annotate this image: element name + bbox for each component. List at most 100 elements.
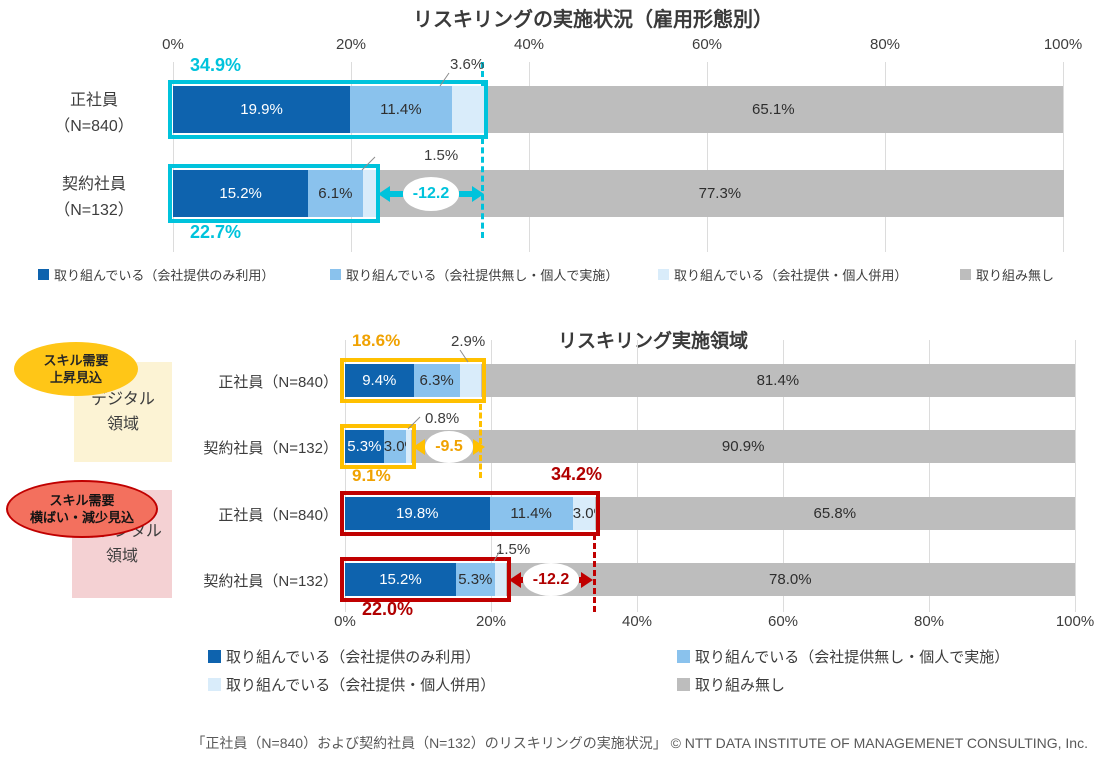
legend-label: 取り組んでいる（会社提供のみ利用） xyxy=(54,268,275,283)
legend-label: 取り組んでいる（会社提供無し・個人で実施） xyxy=(346,268,619,283)
badge-rising-line2: 上昇見込 xyxy=(49,370,102,385)
legend-label: 取り組んでいる（会社提供・個人併用） xyxy=(674,268,908,283)
arrow-shaft xyxy=(521,576,523,583)
legend-item: 取り組んでいる（会社提供無し・個人で実施） xyxy=(330,265,618,284)
bar-segment: 11.4% xyxy=(489,497,573,530)
arrow-right-icon xyxy=(472,186,484,202)
arrow-left-icon xyxy=(413,439,425,455)
segment-label: 65.8% xyxy=(813,505,857,522)
bar-segment: 81.4% xyxy=(480,364,1075,397)
top-row-label-1-line2: （N=840） xyxy=(54,118,134,135)
gridline xyxy=(783,340,784,612)
axis-tick-label: 40% xyxy=(621,613,653,630)
top-total-keiyakuShain: 22.7% xyxy=(190,222,242,242)
gridline xyxy=(491,340,492,612)
bar-segment: 3.0% xyxy=(383,430,418,463)
arrow-right-icon xyxy=(581,571,593,588)
gridline xyxy=(173,62,174,252)
bottom-difference-digital-value: -9.5 xyxy=(425,431,473,463)
bar-segment: 19.8% xyxy=(345,497,490,530)
segment-label: 19.9% xyxy=(240,101,283,118)
source-attribution: 「正社員（N=840）および契約社員（N=132）のリスキリングの実施状況」 ©… xyxy=(191,735,1088,751)
top-chart-title: リスキリングの実施状況（雇用形態別） xyxy=(413,9,773,31)
bottom-total-nondigital-keiyakuShain: 22.0% xyxy=(362,599,414,619)
legend-item: 取り組んでいる（会社提供無し・個人で実施） xyxy=(677,646,1009,667)
bar-segment: 6.3% xyxy=(413,364,460,397)
top-chart-plot: 19.9% 11.4% 65.1% 15.2% 6.1% 77.3% xyxy=(173,62,1064,252)
bottom-callout-digital-seiShain: 2.9% xyxy=(451,333,486,350)
bar-segment: 77.3% xyxy=(375,170,1064,217)
arrow-right-icon xyxy=(473,439,485,455)
arrow-left-icon xyxy=(509,571,521,588)
gridline xyxy=(345,340,346,612)
bottom-difference-nondigital-value: -12.2 xyxy=(523,563,579,596)
bar-segment: 5.3% xyxy=(345,430,384,463)
bottom-chart-title: リスキリング実施領域 xyxy=(558,331,749,352)
arrow-shaft xyxy=(579,576,581,583)
axis-tick-label: 80% xyxy=(869,36,901,53)
legend-item: 取り組んでいる（会社提供のみ利用） xyxy=(38,265,274,284)
bar-segment: 19.9% xyxy=(173,86,351,133)
gridline xyxy=(637,340,638,612)
bar-segment xyxy=(405,430,412,463)
legend-label: 取り組んでいる（会社提供のみ利用） xyxy=(226,649,481,666)
segment-label: 3.0% xyxy=(383,438,418,455)
area-non-digital-line2: 領域 xyxy=(105,548,138,565)
segment-label: 6.3% xyxy=(419,372,454,389)
bottom-total-digital-keiyakuShain: 9.1% xyxy=(352,466,391,485)
arrow-shaft xyxy=(459,191,472,197)
bar-segment: 3.0% xyxy=(572,497,607,530)
bar-segment xyxy=(451,86,484,133)
badge-rising-line1: スキル需要 xyxy=(43,353,109,368)
top-reference-dashed-line-upper xyxy=(481,62,484,86)
legend-swatch xyxy=(658,269,669,280)
segment-label: 77.3% xyxy=(698,185,742,202)
top-callout-keiyakuShain: 1.5% xyxy=(424,147,459,164)
badge-declining-line2: 横ばい・減少見込 xyxy=(29,510,134,525)
segment-label: 65.1% xyxy=(752,101,795,118)
top-total-seiShain: 34.9% xyxy=(190,55,242,75)
bar-row: 9.4% 6.3% 81.4% xyxy=(345,364,1075,397)
bottom-chart-plot: 9.4% 6.3% 81.4% 5.3% 3.0% 90.9% 19.8% 11.4% 3.0%… xyxy=(345,340,1076,612)
bar-row: 15.2% 6.1% 77.3% xyxy=(173,170,1064,217)
bottom-difference-nondigital: -12.2 xyxy=(509,563,593,596)
segment-label: 90.9% xyxy=(721,438,765,455)
axis-tick-label: 20% xyxy=(475,613,507,630)
bar-row: 5.3% 3.0% 90.9% xyxy=(345,430,1075,463)
segment-label: 15.2% xyxy=(379,571,422,588)
top-row-label-1: 正社員 （N=840） xyxy=(28,88,160,140)
axis-tick-label: 100% xyxy=(1055,613,1095,630)
bar-segment: 11.4% xyxy=(350,86,452,133)
top-row-label-2: 契約社員 （N=132） xyxy=(28,172,160,224)
axis-tick-label: 60% xyxy=(767,613,799,630)
bottom-total-nondigital-seiShain: 34.2% xyxy=(551,464,603,484)
segment-label: 15.2% xyxy=(219,185,262,202)
top-row-label-2-line2: （N=132） xyxy=(54,202,134,219)
area-digital-line2: 領域 xyxy=(106,416,139,433)
segment-label: 19.8% xyxy=(395,505,439,522)
bottom-callout-nondigital-keiyakuShain: 1.5% xyxy=(496,541,531,558)
segment-label: 6.1% xyxy=(318,185,353,202)
top-row-label-2-line1: 契約社員 xyxy=(61,176,126,193)
bar-segment: 78.0% xyxy=(505,563,1075,596)
legend-item: 取り組んでいる（会社提供・個人併用） xyxy=(658,265,907,284)
bar-segment: 15.2% xyxy=(173,170,309,217)
segment-label: 5.3% xyxy=(458,571,493,588)
segment-label: 9.4% xyxy=(362,372,397,389)
gridline xyxy=(885,62,886,252)
bar-segment: 65.1% xyxy=(483,86,1063,133)
bar-segment: 9.4% xyxy=(345,364,414,397)
gridline xyxy=(707,62,708,252)
legend-item: 取り組んでいる（会社提供・個人併用） xyxy=(208,674,495,695)
bottom-callout-digital-keiyakuShain: 0.8% xyxy=(425,410,460,427)
gridline xyxy=(1063,62,1064,252)
top-callout-seiShain: 3.6% xyxy=(450,56,485,73)
segment-label: 11.4% xyxy=(510,505,552,522)
gridline xyxy=(1075,340,1076,612)
axis-tick-label: 60% xyxy=(691,36,723,53)
legend-label: 取り組み無し xyxy=(695,677,786,694)
bar-row: 19.8% 11.4% 3.0% 65.8% xyxy=(345,497,1075,530)
bottom-difference-digital: -9.5 xyxy=(413,431,485,463)
legend-swatch xyxy=(960,269,971,280)
